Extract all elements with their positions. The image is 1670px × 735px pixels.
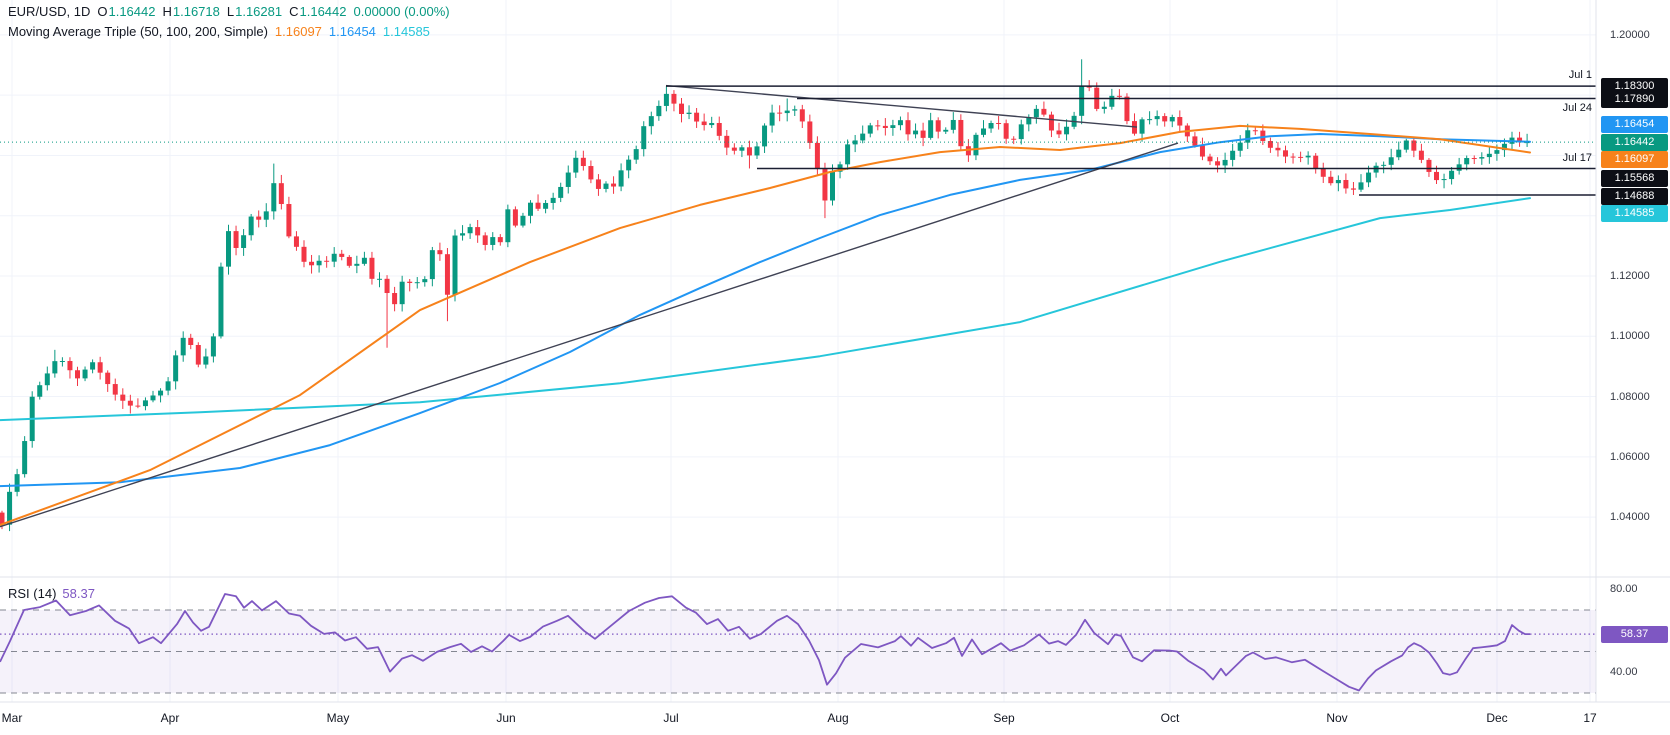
- price-level-lines[interactable]: [666, 85, 1596, 196]
- trendlines[interactable]: [0, 84, 1179, 528]
- gridlines: [0, 0, 1596, 702]
- candlestick-series[interactable]: [0, 59, 1530, 532]
- rsi-line[interactable]: [0, 593, 1530, 692]
- ma-200-line[interactable]: [0, 197, 1531, 422]
- ma-50-line[interactable]: [0, 124, 1531, 526]
- ma-100-line[interactable]: [0, 133, 1531, 488]
